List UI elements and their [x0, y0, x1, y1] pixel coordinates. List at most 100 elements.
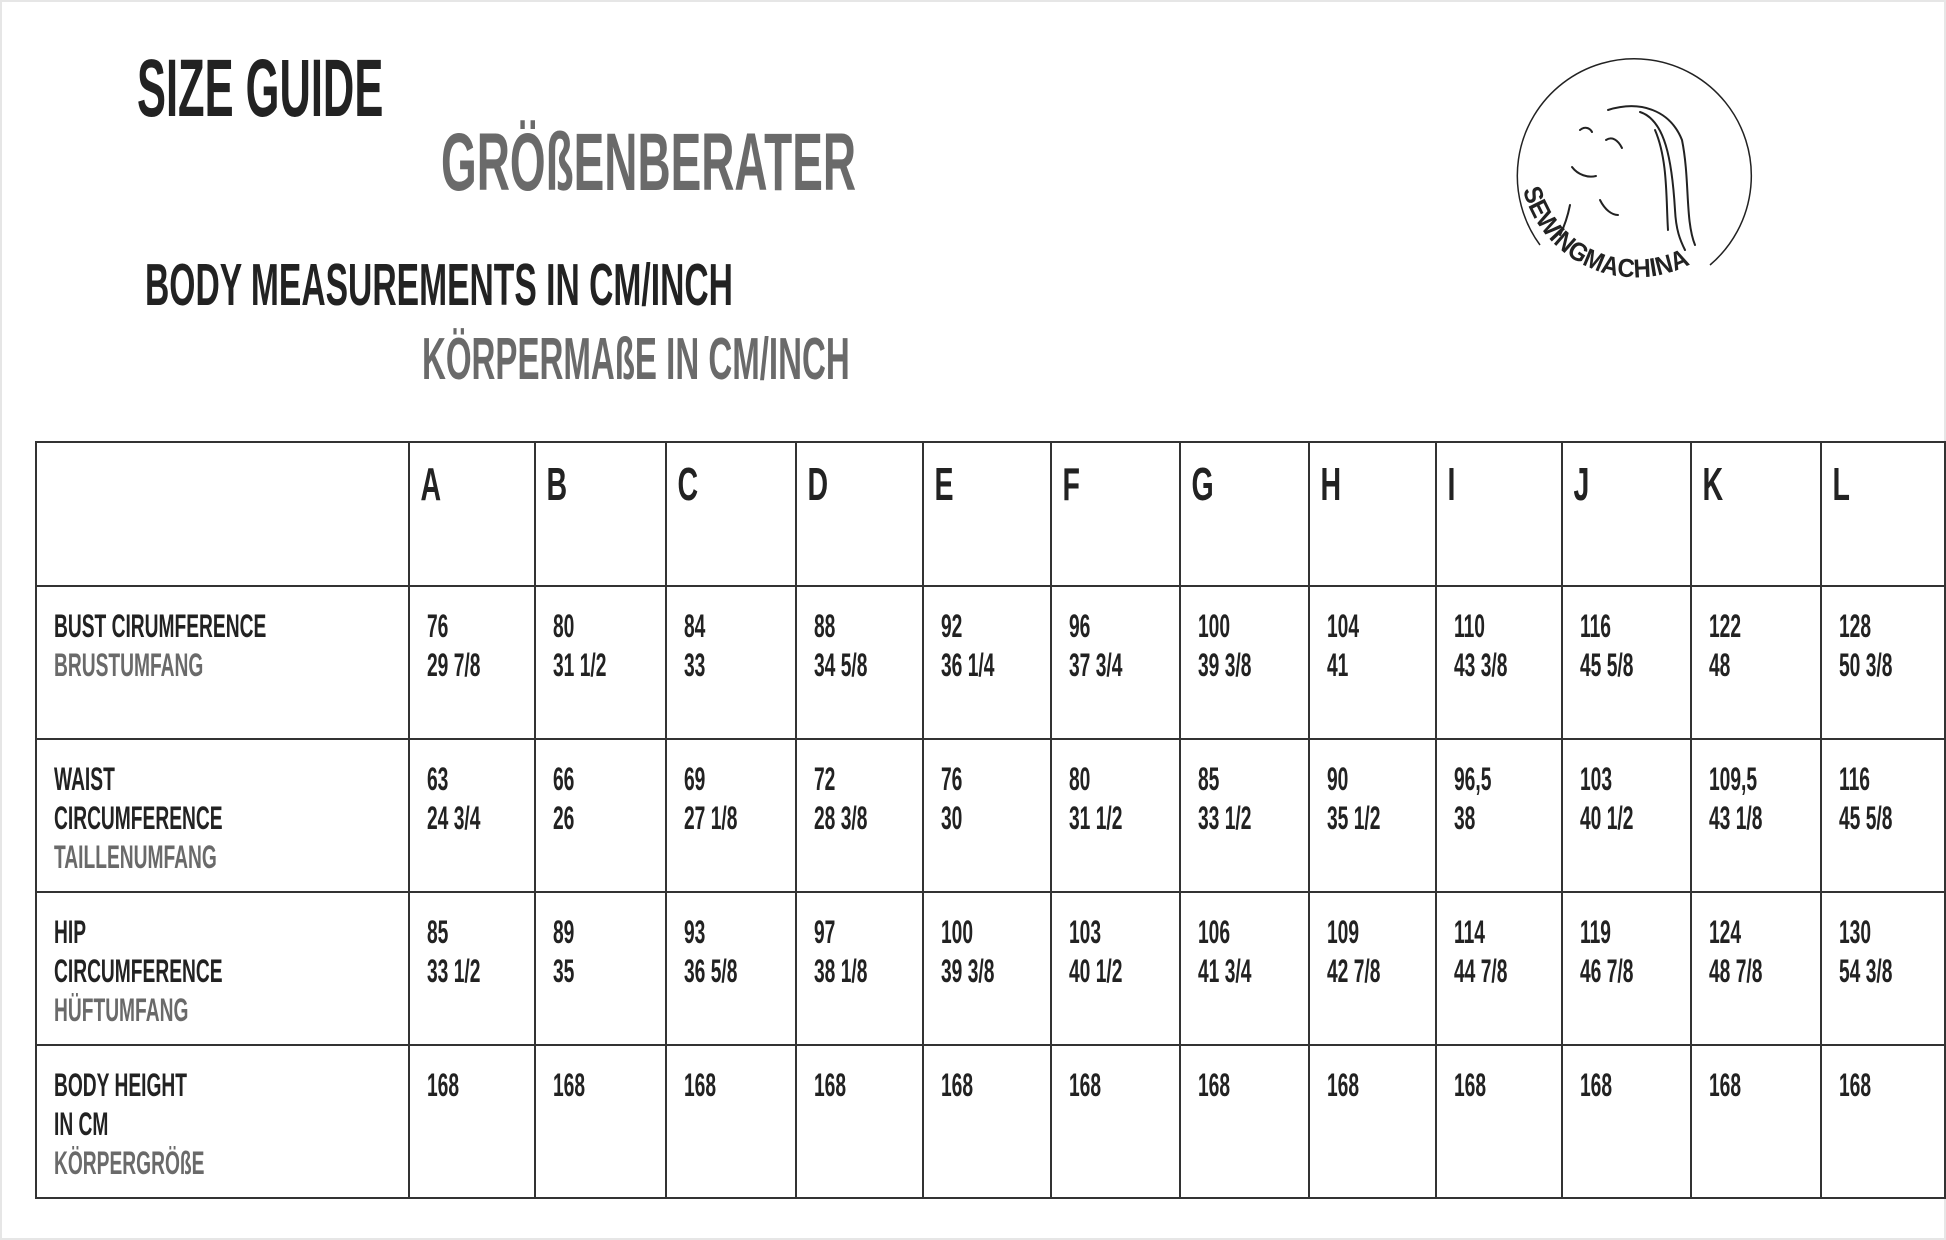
size-header-cell: G — [1179, 441, 1311, 587]
value-cell: 90 35 1/2 — [1308, 738, 1438, 893]
value-cm: 168 — [1327, 1067, 1360, 1103]
value-cm: 93 — [684, 914, 706, 950]
sewingmachina-logo-icon: SEWINGMACHINA — [1516, 58, 1753, 284]
size-label: C — [677, 458, 699, 510]
value-inch: 44 7/8 — [1454, 953, 1508, 989]
value-cell: 100 39 3/8 — [1179, 585, 1311, 740]
value-cell: 124 48 7/8 — [1689, 891, 1822, 1046]
row-label-en: WAIST — [54, 761, 115, 797]
value-inch: 26 — [552, 800, 575, 836]
value-cm: 103 — [1579, 761, 1612, 797]
value-cell: 116 45 5/8 — [1560, 585, 1692, 740]
value-cm: 168 — [1198, 1067, 1231, 1103]
value-inch: 33 — [684, 647, 706, 683]
row-label-en: HIP — [54, 914, 87, 950]
value-cm: 168 — [1708, 1067, 1741, 1103]
value-cell: 93 36 5/8 — [665, 891, 797, 1046]
value-cm: 104 — [1327, 608, 1360, 644]
value-cell: 85 33 1/2 — [1179, 738, 1311, 893]
value-cm: 122 — [1708, 608, 1741, 644]
value-inch: 29 7/8 — [426, 647, 481, 683]
size-header-cell: B — [533, 441, 668, 587]
value-cell: 76 30 — [921, 738, 1053, 893]
value-cm: 80 — [1069, 761, 1091, 797]
value-cell: 76 29 7/8 — [407, 585, 536, 740]
value-cm: 76 — [426, 608, 449, 644]
value-cm: 88 — [813, 608, 836, 644]
value-cm: 168 — [684, 1067, 717, 1103]
value-cell: 106 41 3/4 — [1179, 891, 1311, 1046]
value-cell: 168 — [921, 1044, 1053, 1199]
value-cell: 96 37 3/4 — [1050, 585, 1182, 740]
size-header-cell: A — [407, 441, 536, 587]
size-header-cell: H — [1308, 441, 1438, 587]
value-cm: 76 — [940, 761, 962, 797]
value-cell: 96,5 38 — [1435, 738, 1563, 893]
size-header-cell: I — [1435, 441, 1563, 587]
value-cm: 80 — [552, 608, 575, 644]
value-inch: 41 3/4 — [1198, 953, 1252, 989]
value-cm: 72 — [813, 761, 836, 797]
value-cm: 69 — [684, 761, 706, 797]
value-inch: 46 7/8 — [1579, 953, 1634, 989]
size-label: I — [1448, 458, 1456, 510]
value-cm: 96,5 — [1454, 761, 1492, 797]
value-inch: 28 3/8 — [813, 800, 868, 836]
value-cm: 97 — [813, 914, 836, 950]
value-cm: 106 — [1198, 914, 1231, 950]
value-cm: 168 — [1069, 1067, 1102, 1103]
value-inch: 50 3/8 — [1838, 647, 1893, 683]
value-cm: 128 — [1838, 608, 1871, 644]
value-cell: 168 — [407, 1044, 536, 1199]
size-label: G — [1191, 458, 1214, 510]
value-inch: 43 1/8 — [1708, 800, 1763, 836]
row-label-en: CIRCUMFERENCE — [54, 953, 223, 989]
value-cm: 92 — [940, 608, 962, 644]
value-inch: 30 — [940, 800, 962, 836]
value-cm: 85 — [426, 914, 449, 950]
value-cm: 168 — [1579, 1067, 1612, 1103]
size-table: A B C D E F G H I J K L BUST CIRUMFERENCE BRUSTUMFANG… — [35, 441, 1946, 1199]
value-inch: 35 — [552, 953, 575, 989]
row-label-en: IN CM — [54, 1106, 109, 1142]
title-en: SIZE GUIDE — [137, 43, 384, 134]
row-label-cell: BODY HEIGHT IN CM KÖRPERGRÖßE — [35, 1044, 410, 1199]
value-inch: 54 3/8 — [1838, 953, 1893, 989]
value-cm: 110 — [1454, 608, 1486, 644]
value-cell: 168 — [1179, 1044, 1311, 1199]
value-cm: 100 — [1198, 608, 1231, 644]
value-inch: 38 — [1454, 800, 1476, 836]
value-cm: 116 — [1579, 608, 1611, 644]
row-label-cell: WAIST CIRCUMFERENCE TAILLENUMFANG — [35, 738, 410, 893]
value-cell: 168 — [794, 1044, 924, 1199]
value-cm: 90 — [1327, 761, 1349, 797]
value-cell: 168 — [1435, 1044, 1563, 1199]
value-cell: 116 45 5/8 — [1819, 738, 1946, 893]
row-label-en: BODY HEIGHT — [54, 1067, 187, 1103]
size-label: E — [934, 458, 954, 510]
size-header-cell: F — [1050, 441, 1182, 587]
value-inch: 36 5/8 — [684, 953, 738, 989]
value-cm: 109 — [1327, 914, 1360, 950]
size-label: J — [1573, 458, 1590, 510]
value-inch: 35 1/2 — [1327, 800, 1381, 836]
value-cm: 100 — [940, 914, 973, 950]
value-inch: 37 3/4 — [1069, 647, 1123, 683]
value-cm: 89 — [552, 914, 575, 950]
value-cell: 69 27 1/8 — [665, 738, 797, 893]
value-inch: 41 — [1327, 647, 1349, 683]
header-row: A B C D E F G H I J K L — [35, 441, 1946, 587]
value-cell: 104 41 — [1308, 585, 1438, 740]
table-row: WAIST CIRCUMFERENCE TAILLENUMFANG 63 24 3/4 6… — [35, 738, 1946, 893]
value-cm: 168 — [940, 1067, 973, 1103]
size-header-cell: D — [794, 441, 924, 587]
value-cell: 92 36 1/4 — [921, 585, 1053, 740]
value-cm: 116 — [1838, 761, 1870, 797]
value-inch: 36 1/4 — [940, 647, 995, 683]
value-inch: 48 7/8 — [1708, 953, 1763, 989]
value-cell: 88 34 5/8 — [794, 585, 924, 740]
value-cell: 100 39 3/8 — [921, 891, 1053, 1046]
value-cm: 114 — [1454, 914, 1486, 950]
value-cell: 103 40 1/2 — [1560, 738, 1692, 893]
